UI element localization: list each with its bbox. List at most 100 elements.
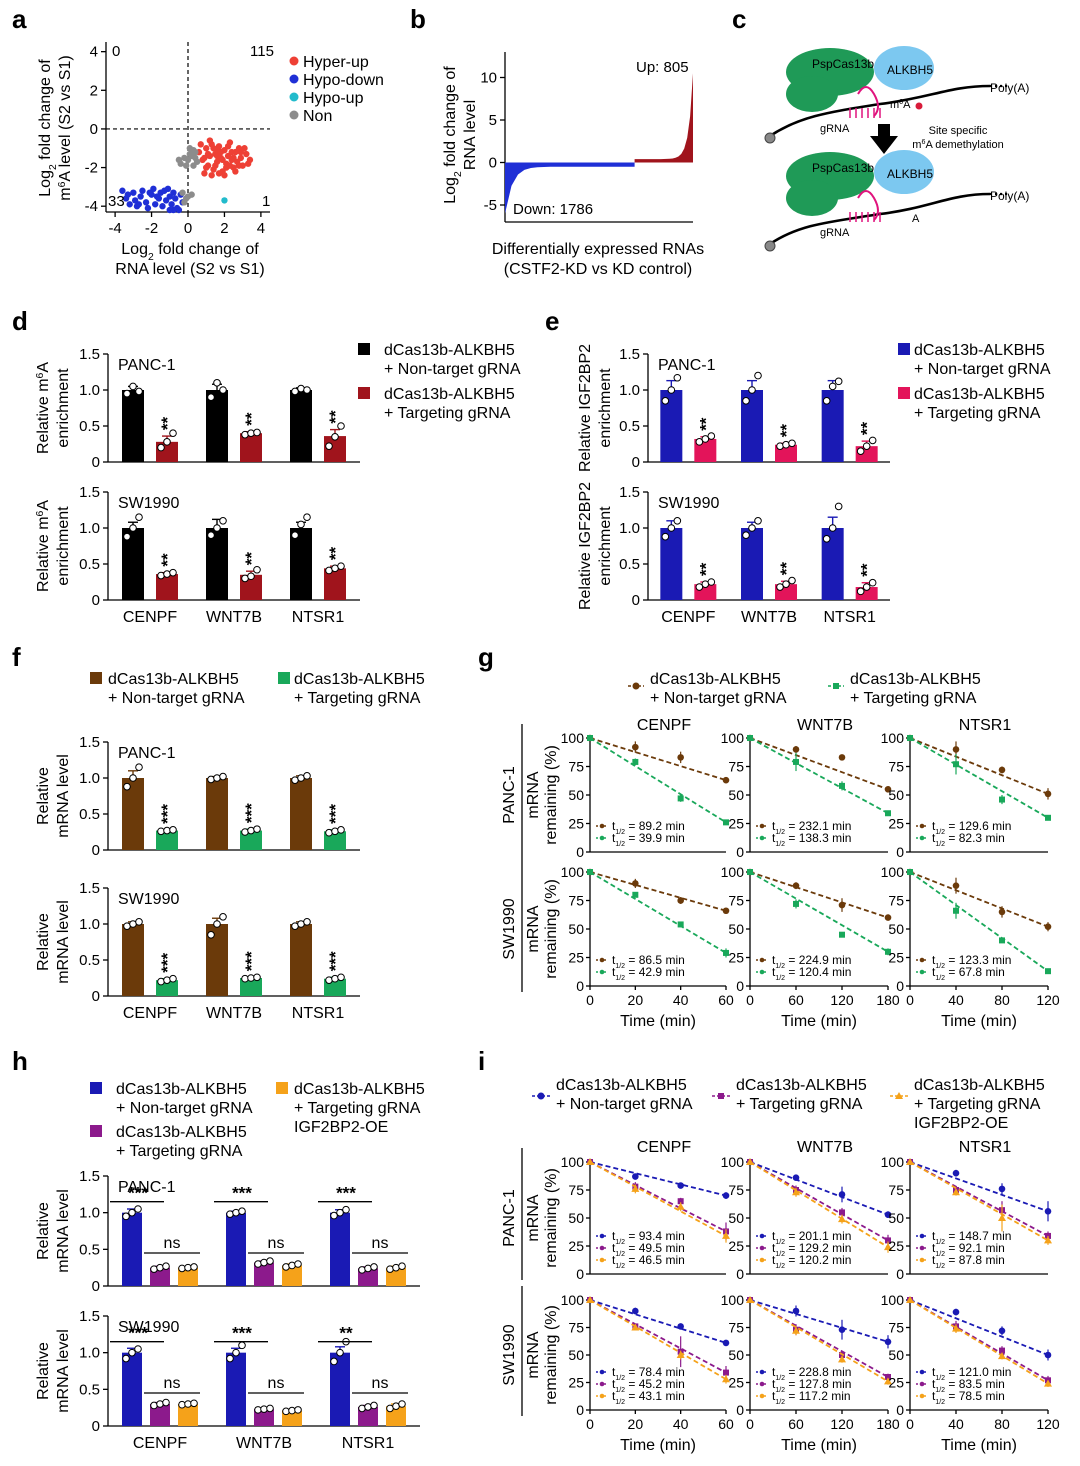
g-thalf-t: t	[772, 831, 776, 845]
g-thalf-t: t	[612, 819, 616, 833]
h-bar	[330, 1212, 350, 1286]
i-thalf-t: t	[612, 1253, 616, 1267]
d-y-tick-label: 1.0	[79, 382, 100, 399]
h-ylabel-bot-1: Relative	[35, 1342, 52, 1400]
g-thalf-sub: 1/2	[935, 975, 945, 982]
g-thalf-val: = 39.9 min	[625, 831, 685, 845]
h-bar	[226, 1352, 246, 1426]
i-thalf-sub: 1/2	[775, 1251, 785, 1258]
d-significance: **	[158, 553, 177, 567]
b-y-tick-label: 5	[489, 112, 497, 129]
d-ylabel-bot-2: enrichment	[55, 506, 72, 586]
d-significance: **	[326, 410, 345, 424]
i-data-point	[722, 1231, 730, 1239]
h-data-dot	[162, 1262, 170, 1270]
g-fit-line	[589, 737, 727, 824]
a-xlabel-1-part: 2	[148, 252, 154, 263]
c-alkbh5-label: ALKBH5	[887, 63, 933, 77]
i-y-tick-label: 75	[888, 1320, 904, 1336]
e-data-dot	[828, 382, 837, 391]
g-y-tick-label: 25	[568, 950, 584, 966]
a-legend-label: Hypo-up	[303, 90, 364, 107]
h-data-dot	[232, 1348, 240, 1357]
i-y-tick-label: 100	[721, 1292, 745, 1308]
i-thalf-sub: 1/2	[775, 1263, 785, 1270]
i-thalf-text: t1/2 = 148.7 min	[932, 1229, 1011, 1246]
e-bar	[821, 528, 844, 600]
e-data-dot	[822, 535, 831, 543]
h-legend-1a: dCas13b-ALKBH5	[116, 1081, 247, 1098]
f-y-tick-label: 1.5	[79, 880, 100, 897]
i-fit-line	[589, 1161, 727, 1233]
b-up-bars	[634, 73, 693, 163]
i-thalf-marker	[599, 1393, 605, 1399]
i-data-point	[676, 1351, 685, 1358]
i-x-tick-label: 40	[948, 1416, 964, 1432]
g-y-tick-label: 50	[568, 921, 584, 937]
h-bar	[254, 1262, 274, 1286]
d-bar	[122, 528, 144, 600]
d-ylabel-bot-1-part: 6	[35, 510, 46, 516]
i-data-point	[631, 1184, 640, 1192]
i-y-tick-label: 100	[881, 1292, 905, 1308]
i-ylabel-2: remaining (%)	[543, 1305, 560, 1405]
d-data-dot	[213, 524, 221, 532]
e-data-dot	[834, 377, 843, 386]
d-significance: **	[242, 412, 261, 426]
g-thalf-text: t1/2 = 138.3 min	[772, 831, 851, 848]
a-point-hyper-up	[219, 156, 226, 164]
g-data-point	[632, 743, 639, 751]
g-thalf-marker	[759, 835, 765, 841]
i-thalf-val: = 93.4 min	[625, 1229, 685, 1243]
g-data-point	[723, 949, 729, 956]
f-significance: ***	[158, 952, 177, 972]
i-data-point	[1044, 1351, 1052, 1359]
d-bar	[324, 568, 346, 600]
f-ylabel-top-1: Relative	[35, 767, 52, 825]
h-data-dot	[238, 1341, 246, 1350]
h-legend-swatch-2	[90, 1125, 102, 1137]
d-data-dot	[253, 565, 261, 574]
f-bar	[240, 978, 262, 996]
f-data-dot	[169, 826, 177, 834]
d-ylabel-top-1: Relative m6A	[35, 362, 53, 454]
g-thalf-sub: 1/2	[775, 975, 785, 982]
g-data-point	[998, 766, 1006, 774]
g-data-point	[632, 880, 639, 887]
e-significance: **	[777, 424, 796, 438]
i-thalf-sub: 1/2	[615, 1239, 625, 1246]
g-x-tick-label: 120	[830, 992, 854, 1008]
e-data-dot	[754, 371, 762, 380]
a-legend-label: Hyper-up	[303, 54, 369, 71]
i-y-tick-label: 0	[576, 1266, 584, 1282]
i-fit-line	[589, 1161, 727, 1197]
e-data-dot	[701, 435, 710, 443]
c-grna-loop	[857, 86, 879, 117]
h-data-dot	[190, 1399, 198, 1408]
f-data-dot	[169, 974, 177, 983]
d-data-dot	[123, 389, 131, 398]
a-x-tick-label: 4	[257, 220, 265, 237]
e-data-dot	[834, 502, 843, 511]
a-legend-marker	[289, 92, 299, 102]
g-data-point	[1045, 814, 1051, 821]
d-bar	[122, 390, 144, 462]
e-bar	[660, 528, 683, 600]
g-thalf-sub: 1/2	[775, 829, 785, 836]
b-ylabel-1-part: fold change of	[442, 66, 459, 172]
h-y-tick-label: 1.5	[79, 1308, 100, 1325]
d-data-dot	[303, 386, 311, 394]
b-ylabel-2: RNA level	[462, 100, 479, 170]
a-point-hyper-up	[208, 172, 215, 179]
g-thalf-text: t1/2 = 82.3 min	[932, 831, 1005, 848]
e-ylabel-top-1: Relative IGF2BP2	[577, 344, 594, 472]
f-bar	[156, 830, 178, 850]
a-y-tick-label: -2	[85, 160, 98, 177]
h-bar	[282, 1265, 302, 1286]
g-y-tick-label: 75	[888, 893, 904, 909]
d-category-label: NTSR1	[292, 609, 345, 626]
g-y-tick-label: 0	[576, 978, 584, 994]
i-thalf-val: = 129.2 min	[785, 1241, 851, 1255]
e-bar	[821, 390, 844, 462]
g-x-tick-label: 60	[788, 992, 804, 1008]
